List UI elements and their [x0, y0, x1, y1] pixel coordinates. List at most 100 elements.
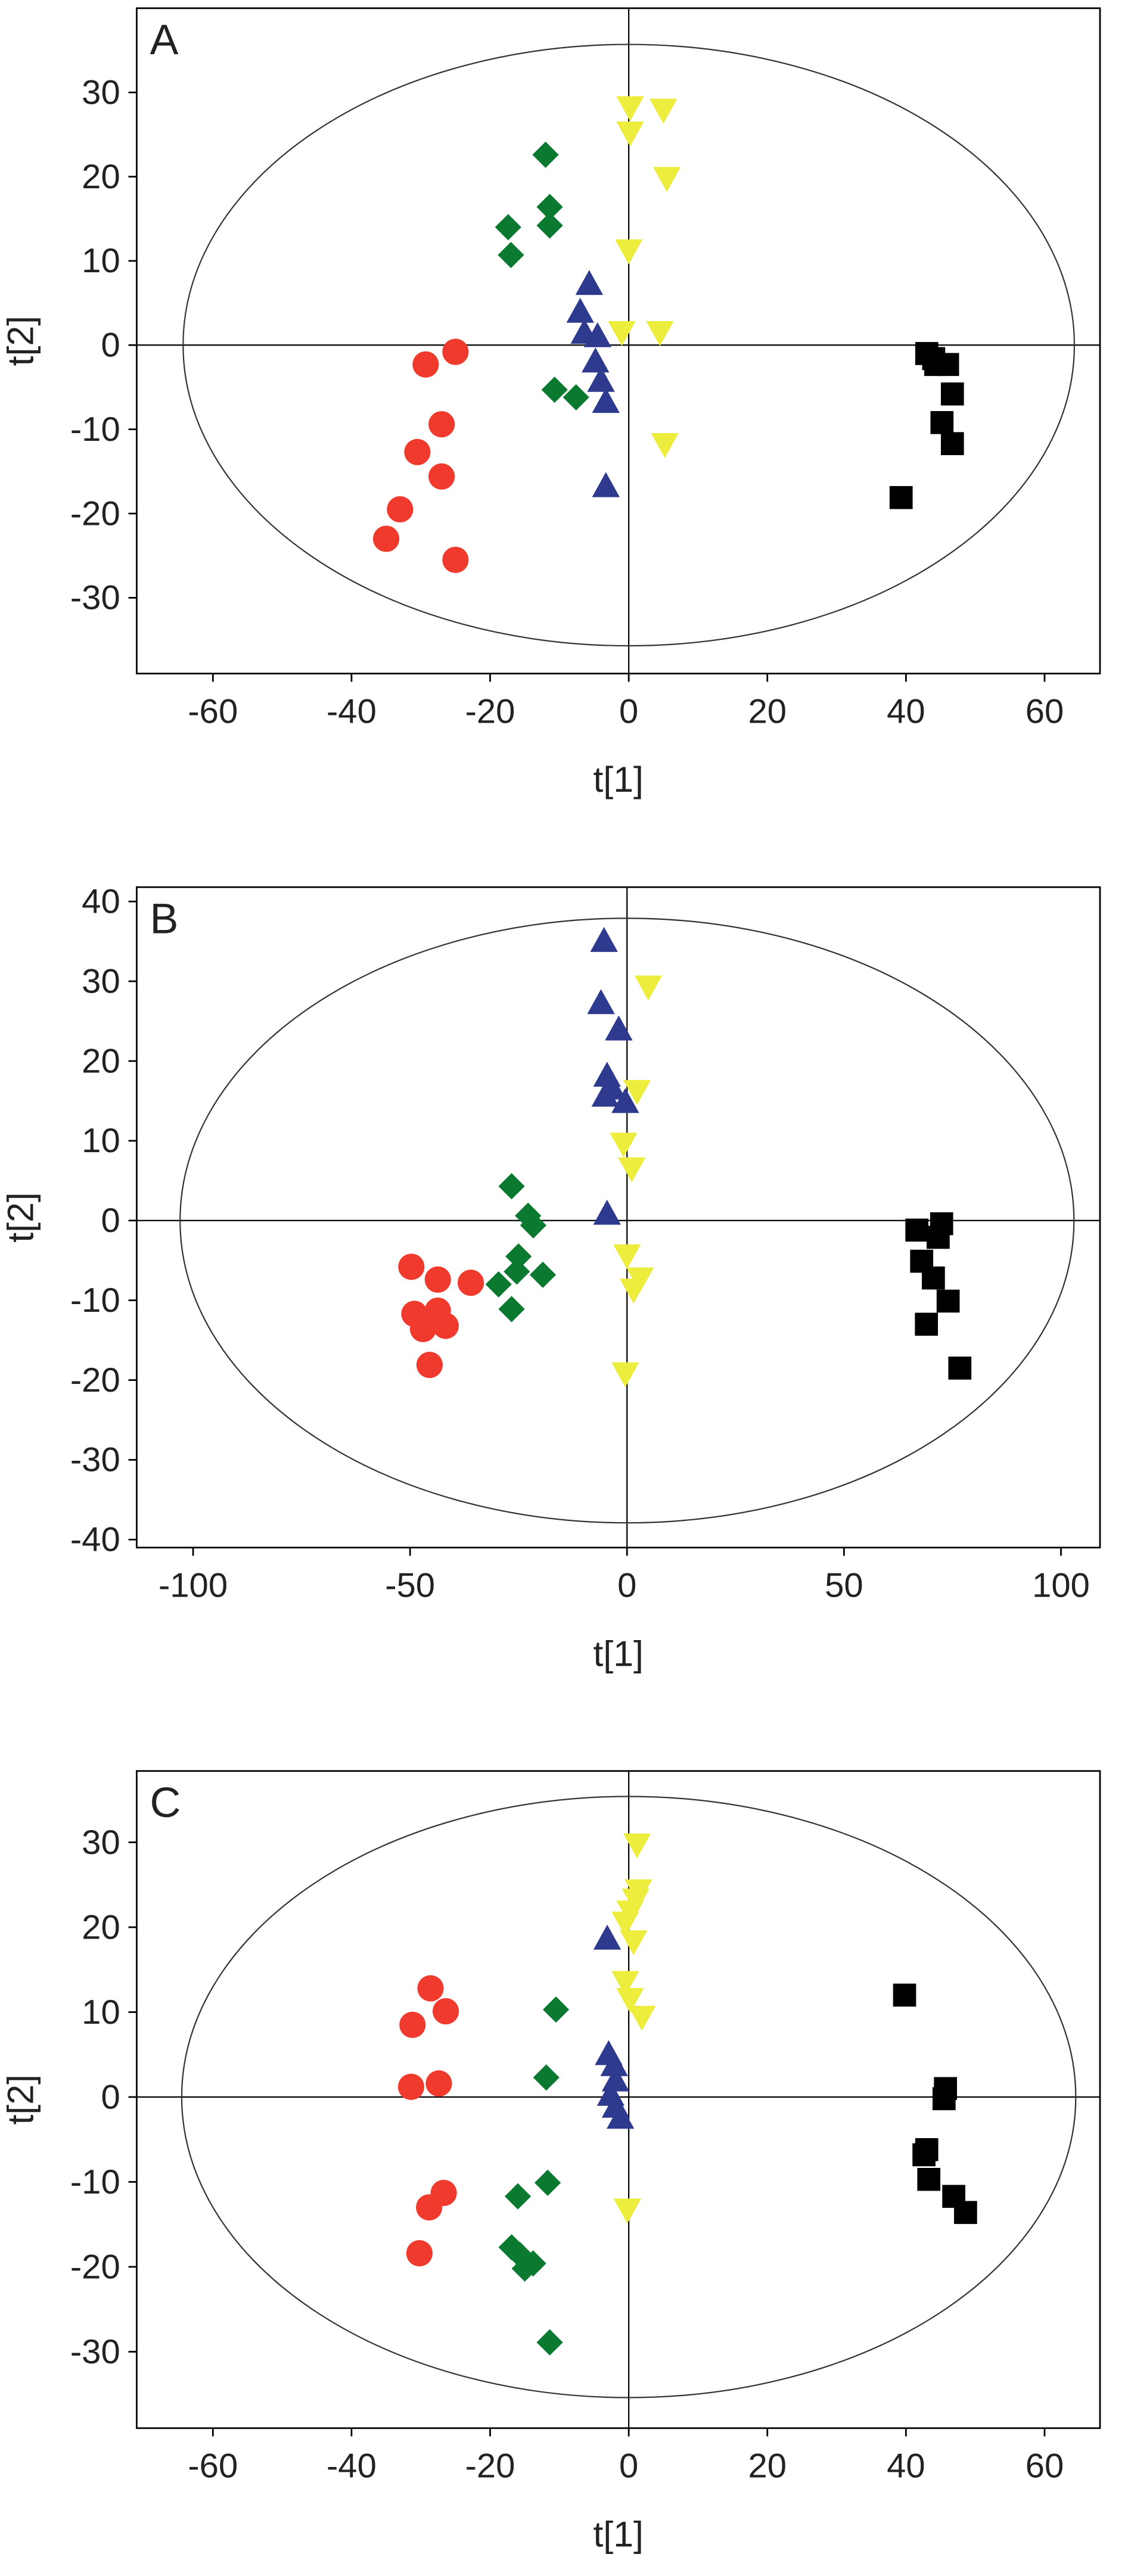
point: [532, 141, 559, 168]
point: [611, 1088, 639, 1113]
point: [650, 98, 678, 124]
y-tick-label: -10: [70, 410, 120, 449]
point: [505, 1243, 532, 1270]
point: [416, 2194, 443, 2221]
x-tick-label: 60: [1026, 692, 1064, 730]
point: [485, 1271, 512, 1298]
point: [428, 411, 455, 438]
point: [416, 1352, 443, 1379]
point: [917, 2167, 941, 2191]
point: [533, 2064, 560, 2091]
point: [893, 1983, 916, 2007]
plot-frame: [135, 1770, 1101, 2429]
y-tick-label: 30: [82, 1824, 120, 1862]
x-axis-label: t[1]: [593, 1633, 643, 1673]
point: [616, 121, 644, 147]
x-tick-label: -20: [465, 692, 515, 730]
x-axis-label: t[1]: [593, 2513, 643, 2554]
point: [432, 1998, 459, 2025]
x-tick-label: -60: [188, 692, 238, 730]
point: [600, 2051, 628, 2076]
point: [634, 975, 663, 1001]
point: [922, 347, 946, 371]
y-tick-label: 10: [82, 1122, 120, 1160]
point: [428, 463, 455, 490]
y-axis-label: t[2]: [0, 2074, 41, 2124]
y-tick-label: -20: [70, 2248, 120, 2286]
point: [889, 486, 913, 509]
point: [442, 338, 469, 365]
point: [542, 1996, 570, 2023]
x-tick-label: -100: [159, 1566, 228, 1604]
y-tick-label: 40: [82, 883, 120, 921]
point: [613, 1244, 641, 1270]
point: [495, 214, 521, 241]
confidence-ellipse: [182, 43, 1076, 647]
point: [387, 496, 414, 523]
y-tick-label: -20: [70, 494, 120, 533]
y-tick-label: -20: [70, 1361, 120, 1399]
point: [932, 2087, 956, 2111]
x-tick-label: -40: [327, 2447, 377, 2485]
point: [583, 322, 612, 347]
point: [409, 1315, 437, 1342]
point: [590, 926, 618, 952]
point: [613, 2198, 642, 2224]
x-tick-label: 60: [1026, 2447, 1064, 2485]
point: [927, 1225, 950, 1249]
x-tick-label: -50: [385, 1566, 435, 1604]
x-tick-label: 50: [825, 1566, 863, 1604]
point: [608, 321, 636, 346]
point: [593, 1199, 621, 1225]
point: [611, 1971, 639, 1996]
point: [498, 241, 524, 269]
point: [592, 388, 620, 413]
y-tick-label: -10: [70, 1281, 120, 1320]
point: [954, 2201, 977, 2225]
y-tick-label: 20: [82, 1908, 120, 1946]
y-tick-label: -40: [70, 1521, 120, 1559]
point: [611, 1362, 639, 1387]
point: [623, 1079, 651, 1105]
point: [922, 1266, 945, 1290]
point: [930, 411, 954, 434]
point: [948, 1357, 972, 1380]
point: [534, 2169, 561, 2197]
point: [442, 546, 469, 573]
point: [652, 167, 681, 192]
point: [536, 2329, 563, 2356]
panel-label: B: [150, 895, 178, 942]
point: [397, 2073, 425, 2100]
point: [591, 1081, 620, 1107]
point: [940, 432, 964, 455]
point: [610, 1133, 638, 1158]
y-tick-label: -10: [70, 2163, 120, 2201]
y-tick-label: -30: [70, 1441, 120, 1479]
point: [606, 2104, 635, 2129]
point: [618, 1157, 646, 1183]
confidence-ellipse: [181, 1796, 1077, 2398]
y-tick-label: -30: [70, 2333, 120, 2371]
x-tick-label: 40: [887, 2447, 925, 2485]
point: [457, 1270, 484, 1296]
point: [611, 1911, 639, 1937]
point: [506, 2242, 533, 2269]
point: [646, 321, 674, 346]
y-axis-label: t[2]: [0, 1192, 41, 1242]
point: [587, 366, 615, 392]
point: [628, 2005, 656, 2031]
y-tick-label: -30: [70, 579, 120, 617]
point: [592, 472, 620, 497]
point: [417, 1975, 444, 2002]
confidence-ellipse: [179, 917, 1075, 1524]
point: [541, 377, 568, 403]
point: [504, 2183, 532, 2210]
point: [498, 1173, 525, 1200]
y-tick-label: 20: [82, 158, 120, 196]
point: [563, 384, 589, 410]
point: [614, 239, 643, 265]
point: [498, 1296, 525, 1323]
plot-frame: [135, 886, 1101, 1549]
point: [587, 989, 615, 1015]
